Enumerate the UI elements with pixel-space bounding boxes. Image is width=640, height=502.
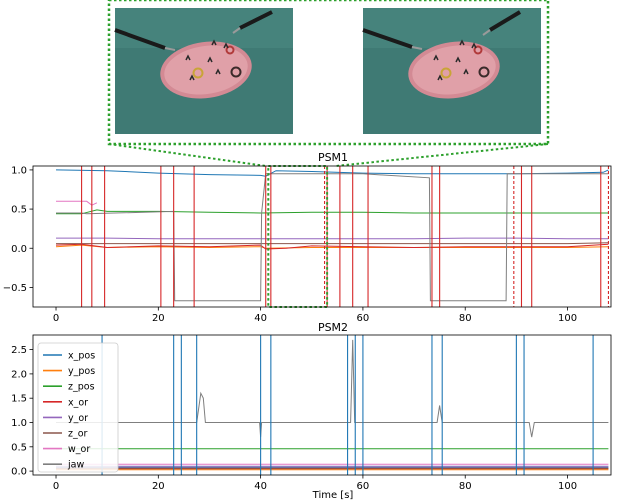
series-y-or-line	[56, 237, 609, 240]
psm1-axes-frame	[32, 165, 612, 308]
zoom-connector-right	[335, 143, 549, 167]
legend-label-w-or: w_or	[68, 444, 90, 455]
x-tick-label: 40	[254, 481, 267, 492]
zoom-highlight-box	[107, 0, 550, 146]
legend-label-x-pos: x_pos	[68, 351, 95, 362]
psm2-title: PSM2	[318, 321, 348, 334]
x-tick-label: 0	[53, 313, 59, 324]
psm2-axes-frame	[32, 334, 612, 476]
y-tick-label: 0.5	[11, 205, 27, 216]
x-tick-label: 20	[152, 481, 165, 492]
x-tick-label: 60	[357, 481, 370, 492]
x-tick-label: 60	[357, 313, 370, 324]
x-tick-label: 40	[254, 313, 267, 324]
x-tick-label: 100	[558, 313, 577, 324]
camera-images	[107, 0, 550, 167]
series-jaw-line	[56, 339, 609, 438]
y-tick-label: 2.0	[11, 369, 27, 380]
surgical-scene-right	[362, 8, 541, 134]
psm1-title: PSM1	[318, 151, 348, 164]
y-tick-label: 1.5	[11, 394, 27, 405]
x-tick-label: 20	[152, 313, 165, 324]
series-x-or-line	[55, 243, 609, 250]
x-tick-label: 0	[53, 481, 59, 492]
legend-label-x-or: x_or	[68, 397, 88, 408]
y-tick-label: 2.5	[11, 345, 27, 356]
series-z-pos-line	[56, 209, 609, 215]
x-tick-label: 100	[558, 481, 577, 492]
psm2-chart: PSM2 0 20 40 60 80 100 0.0 0.5 1.0 1.5 2.0 2.5 x_po…	[11, 321, 612, 501]
zoom-connector-left	[108, 143, 267, 167]
series-jaw-line	[56, 173, 609, 302]
y-tick-label: 1.0	[11, 418, 27, 429]
x-tick-label: 80	[459, 313, 472, 324]
legend-label-z-or: z_or	[68, 429, 88, 440]
legend-label-y-pos: y_pos	[68, 366, 95, 377]
psm2-xlabel: Time [s]	[312, 490, 354, 501]
series-w-or-line	[56, 200, 98, 206]
y-tick-label: 0.0	[11, 467, 27, 478]
x-tick-label: 80	[459, 481, 472, 492]
series-x-pos-line	[55, 169, 609, 177]
y-tick-label: 0.0	[11, 244, 27, 255]
y-tick-label: 1.0	[11, 165, 27, 176]
legend-label-jaw: jaw	[67, 460, 84, 471]
series-z-or-line	[56, 242, 609, 245]
psm1-zoom-box	[267, 165, 329, 308]
psm1-chart: PSM1 0 20 40 60 80 100 1.0 0.5 0.0 −0.5	[3, 151, 612, 324]
y-tick-label: 0.5	[11, 442, 27, 453]
legend-label-y-or: y_or	[68, 413, 88, 424]
surgical-scene-left	[114, 8, 293, 134]
legend-label-z-pos: z_pos	[68, 382, 95, 393]
y-tick-label: −0.5	[3, 283, 27, 294]
